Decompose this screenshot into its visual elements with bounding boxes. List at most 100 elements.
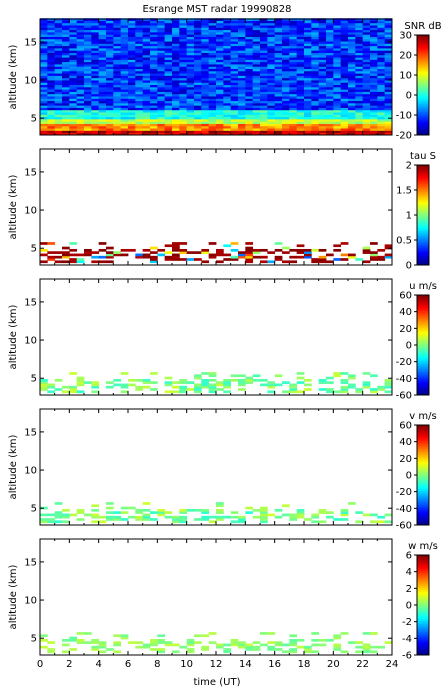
heatmap-cell	[340, 388, 349, 391]
colorbar-segment	[417, 86, 429, 89]
heatmap-cell	[142, 70, 151, 74]
heatmap-cell	[296, 105, 305, 108]
heatmap-cell	[142, 118, 151, 122]
heatmap-cell	[355, 48, 364, 51]
heatmap-cell	[194, 109, 202, 113]
heatmap-cell	[76, 25, 85, 28]
heatmap-cell	[120, 43, 129, 47]
colorbar-segment	[417, 41, 429, 44]
heatmap-cell	[98, 45, 107, 49]
colorbar-segment	[417, 515, 429, 518]
colorbar-segment	[417, 310, 429, 313]
heatmap-cell	[252, 96, 261, 99]
heatmap-cell	[223, 54, 232, 58]
heatmap-cell	[135, 89, 144, 92]
heatmap-cell	[362, 77, 371, 81]
colorbar-segment	[417, 555, 429, 557]
heatmap-cell	[186, 508, 195, 512]
heatmap-cell	[384, 75, 393, 79]
heatmap-cell	[377, 27, 386, 31]
heatmap-cell	[98, 86, 107, 90]
heatmap-cell	[245, 57, 254, 60]
colorbar-segment	[417, 473, 429, 476]
heatmap-cell	[348, 43, 356, 47]
heatmap-cell	[47, 513, 56, 517]
heatmap-cell	[318, 86, 327, 90]
heatmap-cell	[311, 29, 320, 33]
heatmap-cell	[355, 258, 364, 261]
heatmap-cell	[120, 22, 129, 26]
heatmap-cells-w	[40, 632, 393, 654]
heatmap-cell	[128, 22, 136, 26]
heatmap-cell	[333, 27, 342, 31]
heatmap-cell	[120, 20, 129, 24]
heatmap-cell	[120, 93, 129, 97]
heatmap-cell	[333, 112, 342, 115]
heatmap-cell	[282, 22, 290, 26]
heatmap-cell	[76, 508, 85, 512]
heatmap-cell	[157, 82, 166, 86]
heatmap-cell	[194, 96, 202, 99]
heatmap-cell	[150, 641, 158, 644]
colorbar-segment	[417, 179, 429, 182]
heatmap-cell	[362, 383, 371, 387]
heatmap-cell	[282, 82, 290, 86]
heatmap-cell	[289, 112, 298, 115]
heatmap-cell	[142, 68, 151, 72]
heatmap-cell	[84, 251, 92, 254]
heatmap-cell	[362, 372, 371, 375]
heatmap-cell	[84, 45, 92, 49]
colorbar-tick-label: -2	[402, 617, 412, 628]
heatmap-cell	[84, 91, 92, 95]
heatmap-cell	[362, 84, 371, 88]
heatmap-cell	[260, 27, 268, 31]
heatmap-cell	[289, 22, 298, 26]
heatmap-cell	[282, 54, 290, 58]
heatmap-cell	[164, 64, 173, 67]
heatmap-cell	[333, 121, 342, 124]
heatmap-cell	[135, 25, 144, 28]
heatmap-cell	[135, 68, 144, 72]
heatmap-cell	[238, 121, 246, 124]
colorbar-segment	[417, 249, 429, 252]
heatmap-cell	[311, 643, 320, 647]
heatmap-cell	[54, 64, 63, 67]
colorbar-segment	[417, 354, 429, 357]
heatmap-cell	[223, 114, 232, 118]
heatmap-cell	[172, 125, 180, 129]
heatmap-cell	[333, 105, 342, 108]
heatmap-cell	[106, 502, 114, 505]
heatmap-cell	[230, 105, 239, 108]
colorbar-segment	[417, 329, 429, 332]
heatmap-cell	[128, 641, 136, 644]
heatmap-cell	[296, 75, 305, 79]
heatmap-cell	[186, 59, 195, 63]
heatmap-cell	[69, 22, 78, 26]
heatmap-cell	[98, 29, 107, 33]
heatmap-cell	[333, 41, 342, 44]
colorbar-segment	[417, 219, 429, 222]
heatmap-cell	[289, 248, 298, 252]
heatmap-cell	[216, 121, 224, 124]
heatmap-cell	[208, 102, 217, 106]
heatmap-cell	[201, 121, 210, 124]
heatmap-cell	[223, 89, 232, 92]
heatmap-cell	[216, 132, 224, 136]
heatmap-cell	[252, 109, 261, 113]
heatmap-cell	[245, 645, 254, 649]
heatmap-cell	[91, 102, 100, 106]
heatmap-cell	[296, 372, 305, 375]
colorbar-segment	[417, 609, 429, 612]
colorbar-segment	[417, 608, 429, 611]
heatmap-cell	[267, 25, 276, 28]
heatmap-cell	[252, 80, 261, 83]
heatmap-cell	[142, 91, 151, 95]
heatmap-cell	[333, 20, 342, 24]
heatmap-cell	[142, 22, 151, 26]
heatmap-cell	[113, 50, 122, 53]
heatmap-cell	[54, 84, 63, 88]
heatmap-cell	[106, 130, 114, 134]
colorbar-segment	[417, 213, 429, 216]
heatmap-cell	[296, 54, 305, 58]
heatmap-cell	[157, 648, 166, 651]
